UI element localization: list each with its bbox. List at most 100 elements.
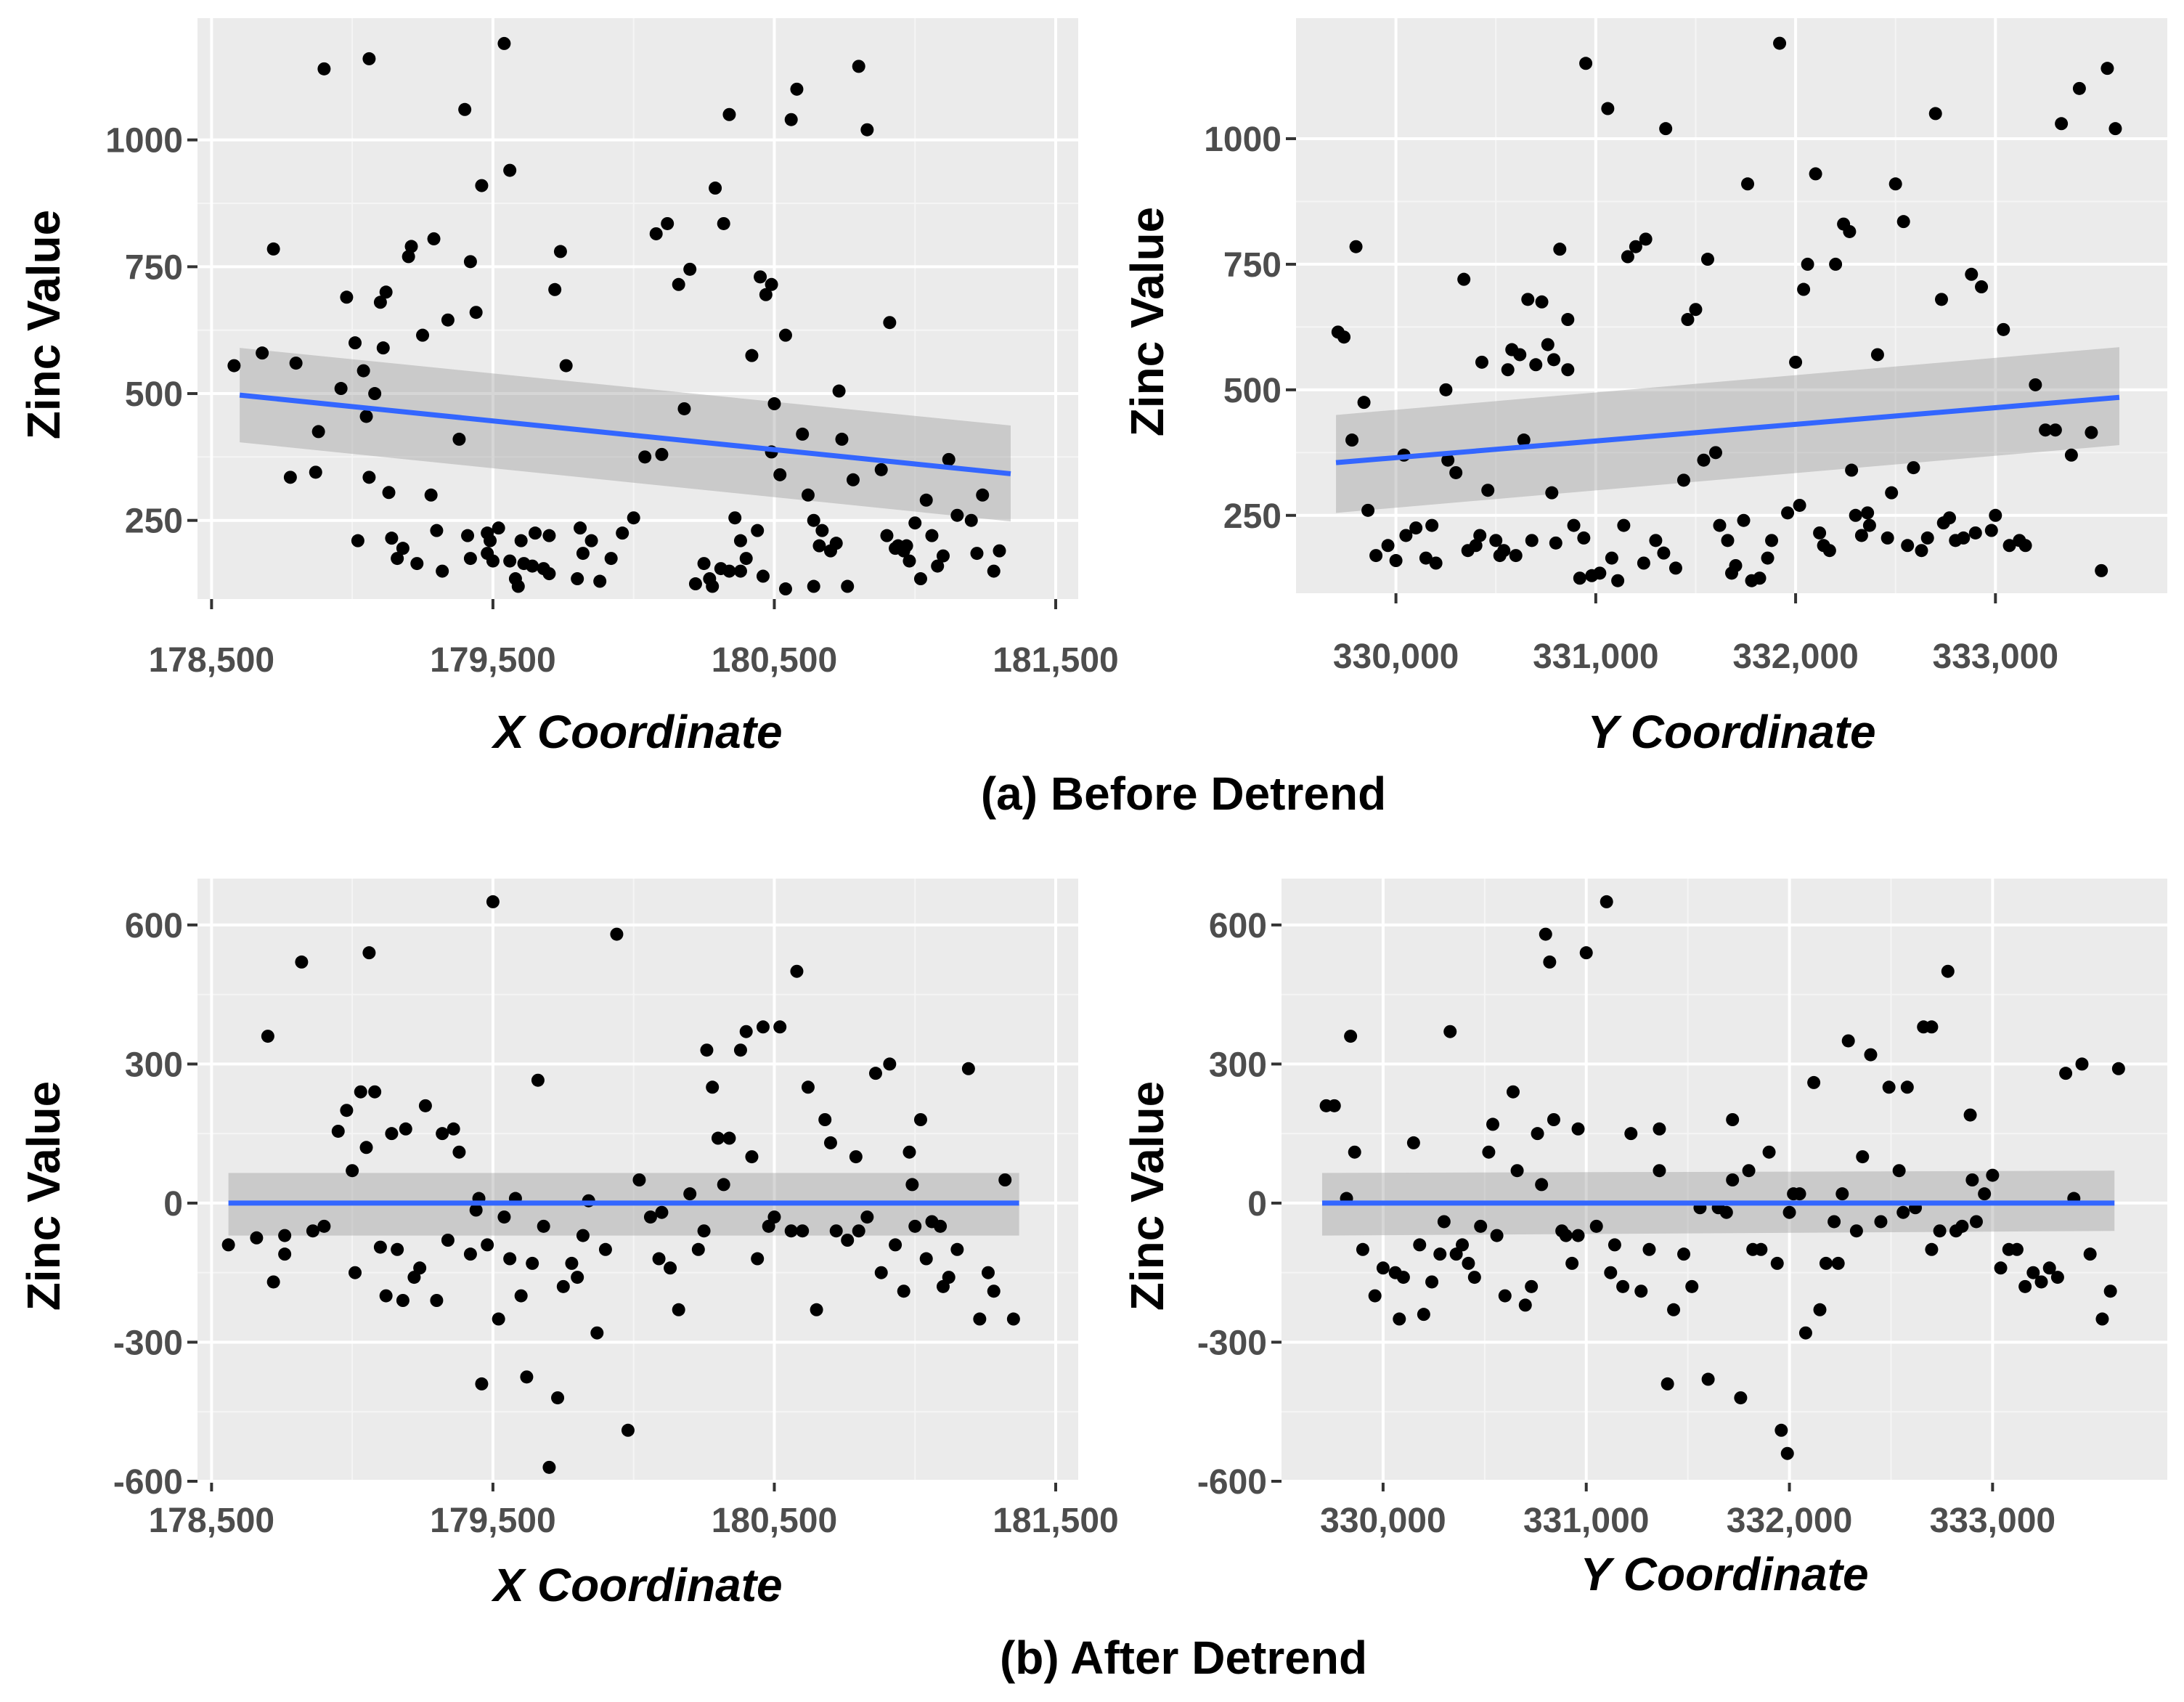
data-point bbox=[362, 946, 376, 960]
data-point bbox=[765, 277, 778, 291]
data-point bbox=[610, 927, 624, 941]
data-point bbox=[542, 567, 556, 581]
data-point bbox=[733, 1043, 747, 1057]
data-point bbox=[728, 511, 742, 525]
data-point bbox=[469, 306, 483, 319]
data-point bbox=[778, 328, 792, 342]
data-point bbox=[1965, 267, 1979, 281]
data-point bbox=[1896, 1205, 1910, 1219]
data-point bbox=[1531, 1127, 1544, 1141]
data-point bbox=[874, 1266, 888, 1279]
data-point bbox=[481, 526, 494, 540]
y-tick-label: 300 bbox=[125, 1046, 183, 1084]
data-point bbox=[883, 1057, 897, 1071]
data-point bbox=[661, 216, 675, 230]
data-point bbox=[481, 1238, 494, 1252]
data-point bbox=[373, 296, 387, 309]
data-point bbox=[1726, 1173, 1740, 1186]
data-point bbox=[1506, 1085, 1520, 1099]
data-point bbox=[571, 572, 584, 586]
data-point bbox=[334, 382, 348, 396]
data-point bbox=[627, 511, 640, 525]
data-point bbox=[664, 1261, 677, 1275]
data-point bbox=[461, 529, 475, 542]
data-point bbox=[823, 1136, 837, 1149]
data-point bbox=[311, 425, 325, 439]
data-point bbox=[354, 1085, 367, 1099]
data-point bbox=[2034, 1275, 2048, 1289]
data-point bbox=[2085, 426, 2098, 439]
data-point bbox=[261, 1030, 274, 1043]
data-point bbox=[616, 526, 629, 540]
data-point bbox=[317, 62, 331, 76]
data-point bbox=[649, 227, 663, 240]
data-point bbox=[815, 524, 829, 537]
x-tick-label: 181,500 bbox=[993, 641, 1119, 680]
data-point bbox=[1901, 539, 1915, 553]
data-point bbox=[778, 582, 792, 596]
data-point bbox=[1975, 280, 1989, 294]
data-points bbox=[221, 895, 1020, 1474]
data-point bbox=[1561, 363, 1575, 377]
data-point bbox=[1541, 338, 1555, 351]
data-point bbox=[1573, 571, 1586, 585]
data-point bbox=[1881, 531, 1894, 545]
data-point bbox=[745, 1150, 759, 1164]
data-point bbox=[1941, 964, 1955, 978]
data-point bbox=[1907, 461, 1920, 475]
data-point bbox=[919, 493, 933, 507]
data-point bbox=[278, 1247, 292, 1261]
data-point bbox=[993, 544, 1006, 558]
data-point bbox=[1543, 955, 1557, 969]
data-point bbox=[391, 552, 404, 566]
data-point bbox=[2048, 423, 2062, 437]
data-point bbox=[841, 579, 855, 593]
data-point bbox=[1605, 551, 1618, 565]
data-point bbox=[1456, 1238, 1470, 1252]
data-point bbox=[1797, 282, 1811, 296]
data-point bbox=[1634, 1284, 1648, 1298]
data-point bbox=[1457, 272, 1471, 286]
data-point bbox=[717, 216, 730, 230]
data-point bbox=[526, 559, 539, 573]
data-point bbox=[1501, 363, 1515, 377]
data-point bbox=[1490, 1229, 1504, 1242]
data-point bbox=[931, 559, 945, 573]
data-point bbox=[756, 569, 770, 583]
data-point bbox=[551, 1391, 565, 1405]
data-point bbox=[526, 1256, 539, 1270]
data-point bbox=[846, 473, 860, 486]
data-point bbox=[1449, 465, 1463, 479]
data-point bbox=[1915, 544, 1928, 558]
data-point bbox=[913, 572, 927, 586]
data-point bbox=[942, 452, 956, 466]
plot-background bbox=[1282, 879, 2167, 1481]
y-tick-label: 750 bbox=[1223, 246, 1282, 285]
data-point bbox=[2095, 563, 2108, 577]
data-point bbox=[767, 1210, 781, 1224]
data-point bbox=[576, 1229, 590, 1242]
data-point bbox=[751, 524, 765, 537]
data-point bbox=[529, 526, 542, 540]
data-point bbox=[1829, 257, 1843, 271]
data-point bbox=[970, 547, 984, 561]
data-point bbox=[796, 427, 810, 441]
x-tick-label: 180,500 bbox=[712, 641, 838, 680]
data-point bbox=[717, 1178, 730, 1192]
data-point bbox=[964, 513, 978, 527]
data-point bbox=[1344, 1030, 1358, 1043]
data-point bbox=[1969, 1215, 1983, 1229]
data-point bbox=[880, 529, 894, 542]
data-point bbox=[1854, 529, 1868, 542]
data-point bbox=[1565, 1256, 1579, 1270]
data-point bbox=[1579, 946, 1593, 960]
data-point bbox=[897, 1284, 910, 1298]
data-point bbox=[503, 1252, 517, 1266]
data-point bbox=[1547, 1113, 1560, 1126]
data-point bbox=[1513, 348, 1527, 362]
data-point bbox=[402, 250, 415, 264]
data-point bbox=[1616, 1279, 1630, 1293]
data-point bbox=[340, 290, 354, 304]
data-point bbox=[410, 557, 424, 571]
